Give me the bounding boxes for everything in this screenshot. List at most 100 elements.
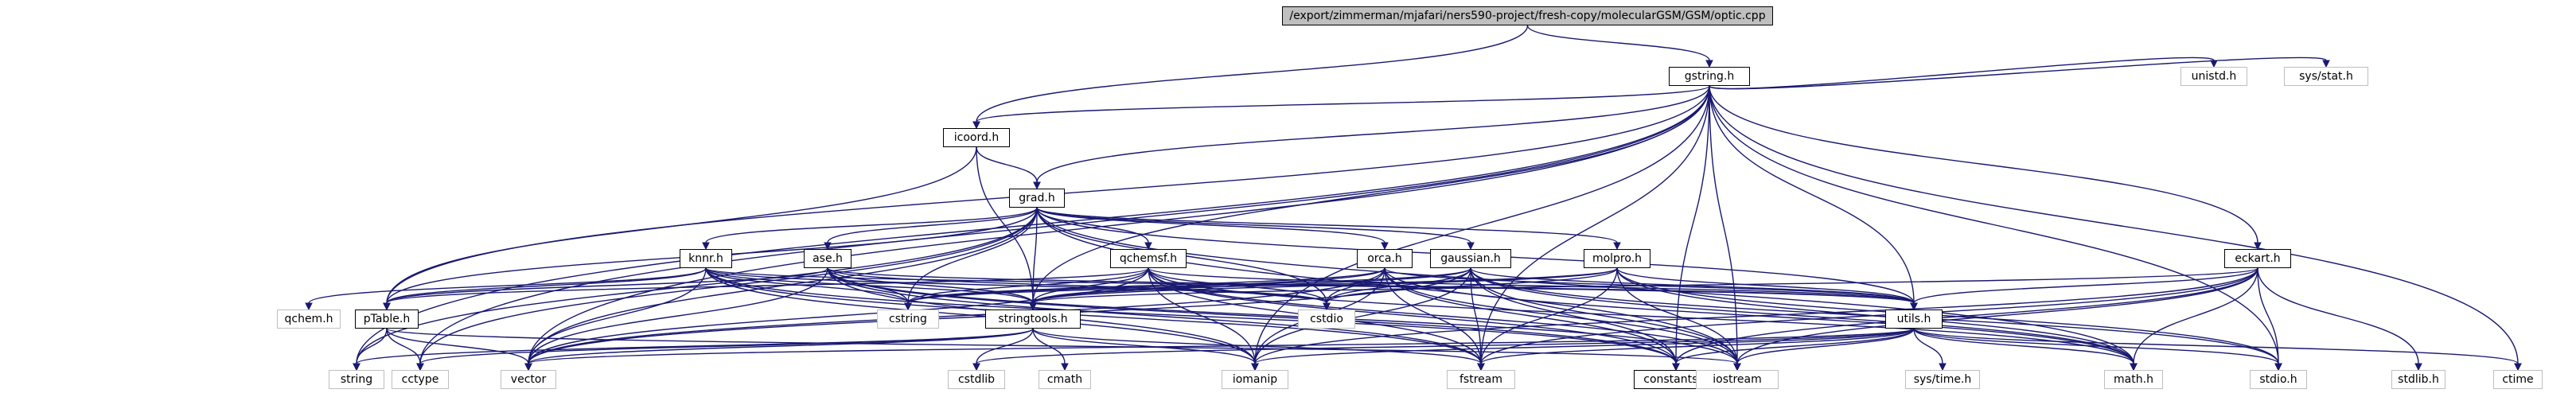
edge-grad-to-string <box>356 207 1038 364</box>
node-gstring[interactable]: gstring.h <box>1669 67 1750 86</box>
edge-arrowhead <box>353 363 360 372</box>
edge-utils-to-vector <box>528 328 1915 364</box>
edge-utils-to-constants <box>1675 328 1915 364</box>
edge-grad-to-stringtools <box>1032 207 1038 304</box>
edge-ptable-to-string <box>356 328 388 364</box>
node-iostream: iostream <box>1696 370 1779 389</box>
edge-utils-to-systime <box>1913 328 1943 364</box>
node-sysstat: sys/stat.h <box>2284 67 2368 86</box>
node-cmath: cmath <box>1039 370 1091 389</box>
node-utils[interactable]: utils.h <box>1885 310 1943 329</box>
edge-molpro-to-utils <box>1616 267 1915 304</box>
edge-qchemsf-to-stringtools <box>1032 267 1149 304</box>
edge-gaussian-to-math <box>1470 267 2134 364</box>
edge-gstring-to-string <box>356 85 1710 364</box>
edge-ptable-to-vector <box>386 328 529 364</box>
edge-utils-to-ctime <box>1913 328 2519 364</box>
edge-eckart-to-math <box>2133 267 2258 364</box>
edge-gstring-to-ctime <box>1709 85 2519 364</box>
edge-stringtools-to-cstdlib <box>976 328 1034 364</box>
edge-grad-to-cctype <box>419 207 1038 364</box>
node-ptable[interactable]: pTable.h <box>355 310 419 329</box>
edge-gstring-to-stringtools <box>1032 85 1710 304</box>
node-cctype: cctype <box>392 370 449 389</box>
edge-arrowhead <box>416 363 424 372</box>
edge-eckart-to-stringtools <box>1032 267 2258 304</box>
node-eckart[interactable]: eckart.h <box>2224 249 2291 268</box>
edge-utils-to-iostream <box>1736 328 1915 364</box>
edge-grad-to-math <box>1036 207 2134 364</box>
node-stdlib: stdlib.h <box>2391 370 2445 389</box>
edge-knnr-to-qchem <box>308 267 707 304</box>
edge-knnr-to-cstring <box>705 267 909 304</box>
node-cstring: cstring <box>877 310 939 329</box>
edge-arrowhead <box>1939 363 1947 372</box>
node-unistd: unistd.h <box>2180 67 2247 86</box>
edge-gstring-to-iomanip <box>1254 85 1710 364</box>
edge-gaussian-to-constants <box>1470 267 1677 364</box>
edge-gstring-to-grad <box>1036 85 1710 183</box>
edge-grad-to-knnr <box>705 207 1038 243</box>
edge-arrowhead <box>1705 60 1713 68</box>
node-grad[interactable]: grad.h <box>1009 189 1065 208</box>
edge-stringtools-to-iomanip <box>1032 328 1256 364</box>
edge-gstring-to-utils <box>1709 85 1915 304</box>
edge-ase-to-stringtools <box>827 267 1034 304</box>
edge-arrowhead <box>1733 363 1741 372</box>
edge-molpro-to-stdio <box>1616 267 2279 364</box>
edge-knnr-to-cstdio <box>705 267 1327 304</box>
node-vector: vector <box>501 370 556 389</box>
edge-gstring-to-cctype <box>419 85 1710 364</box>
node-knnr[interactable]: knnr.h <box>680 249 732 268</box>
node-molpro[interactable]: molpro.h <box>1584 249 1650 268</box>
edge-ptable-to-cctype <box>386 328 421 364</box>
edge-eckart-to-constants <box>1675 267 2258 364</box>
edge-arrowhead <box>1381 242 1389 251</box>
edge-grad-to-orca <box>1036 207 1385 243</box>
edge-arrowhead <box>305 302 313 311</box>
edge-arrowhead <box>2254 242 2262 251</box>
edge-arrowhead <box>972 363 980 372</box>
edge-knnr-to-constants <box>705 267 1677 364</box>
edge-qchemsf-to-cstring <box>907 267 1149 304</box>
edge-arrowhead <box>1910 302 1918 311</box>
node-iomanip: iomanip <box>1222 370 1288 389</box>
node-qchemsf[interactable]: qchemsf.h <box>1110 249 1187 268</box>
node-icoord[interactable]: icoord.h <box>943 128 1010 147</box>
node-orca[interactable]: orca.h <box>1357 249 1413 268</box>
node-stdio: stdio.h <box>2250 370 2307 389</box>
edge-stringtools-to-cctype <box>419 328 1034 364</box>
edge-grad-to-ase <box>827 207 1038 243</box>
edge-ase-to-ptable <box>386 267 828 304</box>
edge-root-to-icoord <box>976 25 1529 123</box>
node-cstdlib: cstdlib <box>948 370 1005 389</box>
edge-arrowhead <box>1061 363 1069 372</box>
edge-orca-to-vector <box>528 267 1385 364</box>
edge-stringtools-to-vector <box>528 328 1034 364</box>
edge-grad-to-cstring <box>907 207 1038 304</box>
edge-knnr-to-vector <box>528 267 707 364</box>
node-stringtools[interactable]: stringtools.h <box>985 310 1081 329</box>
edge-eckart-to-stdio <box>2257 267 2279 364</box>
edge-arrowhead <box>824 242 832 251</box>
edge-gaussian-to-utils <box>1470 267 1915 304</box>
edge-ase-to-vector <box>528 267 828 364</box>
edge-arrowhead <box>2414 363 2422 372</box>
node-ase[interactable]: ase.h <box>804 249 852 268</box>
node-root: /export/zimmerman/mjafari/ners590-projec… <box>1282 6 1773 25</box>
edge-utils-to-fstream <box>1480 328 1915 364</box>
edge-eckart-to-stdlib <box>2257 267 2419 364</box>
edge-gstring-to-eckart <box>1709 85 2258 243</box>
edge-arrowhead <box>1613 242 1621 251</box>
edge-icoord-to-ptable <box>386 146 977 304</box>
edge-utils-to-cstdlib <box>976 328 1915 364</box>
edge-icoord-to-stringtools <box>976 146 1034 304</box>
edge-gstring-to-unistd <box>1709 56 2215 90</box>
edge-gstring-to-sysstat <box>1709 56 2327 90</box>
edge-arrowhead <box>904 302 912 311</box>
edge-root-to-gstring <box>1526 25 1710 61</box>
node-gaussian[interactable]: gaussian.h <box>1430 249 1511 268</box>
node-fstream: fstream <box>1447 370 1515 389</box>
edge-molpro-to-cstring <box>907 267 1618 304</box>
